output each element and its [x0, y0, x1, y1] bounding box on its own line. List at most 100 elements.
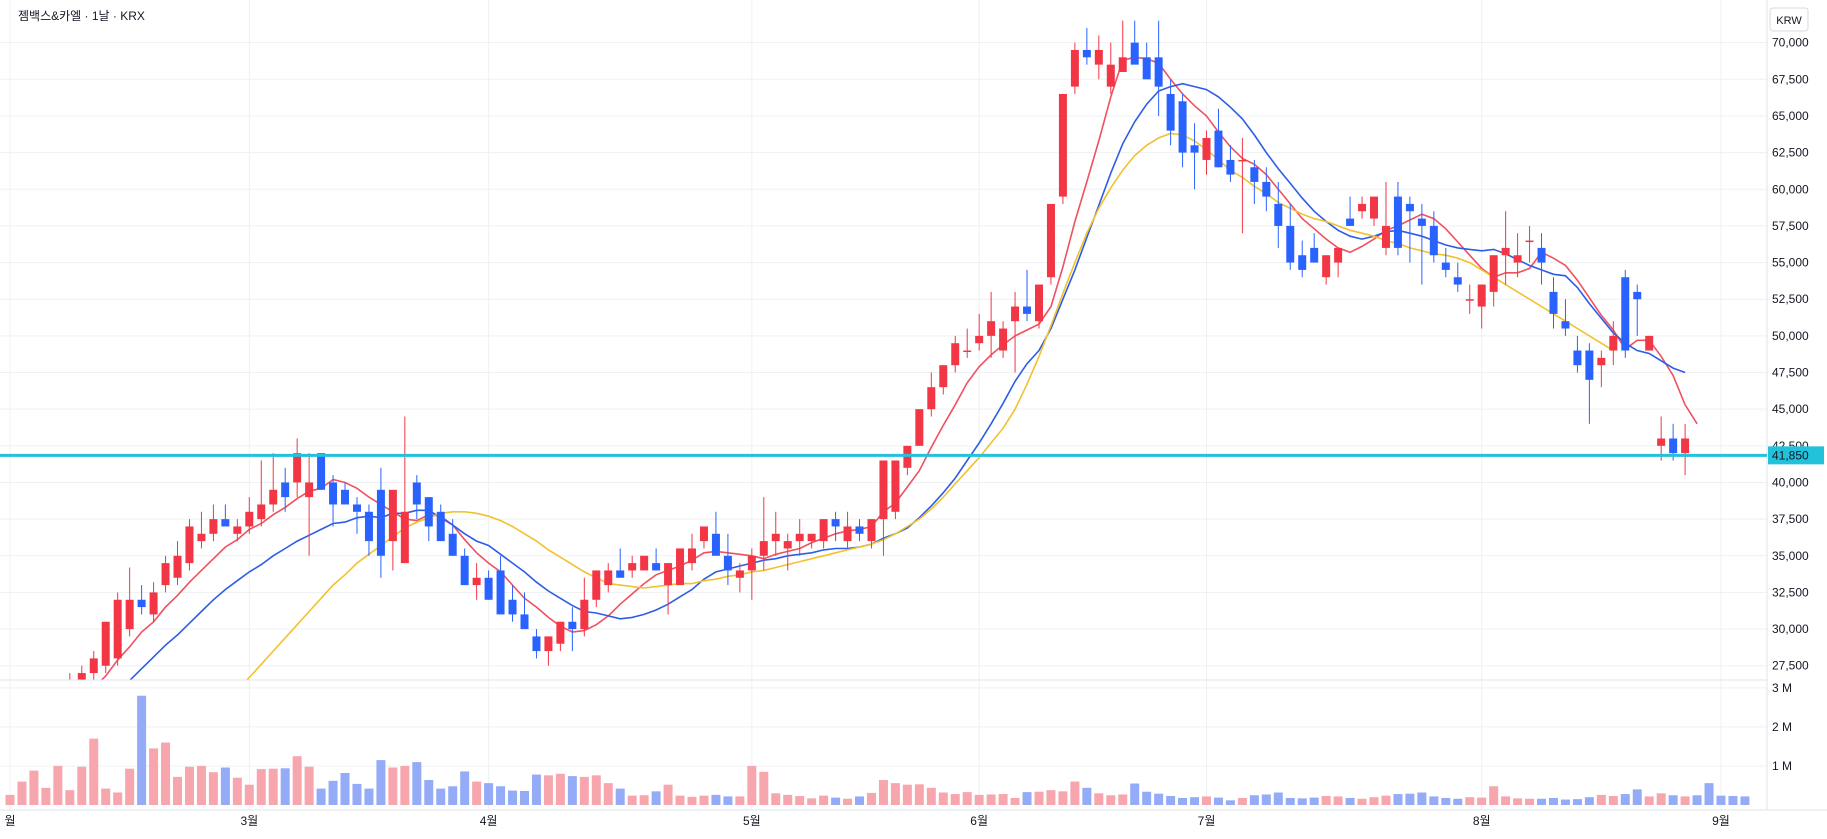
- volume-bar: [1010, 797, 1020, 805]
- volume-bar: [400, 765, 410, 805]
- volume-bar: [1154, 793, 1164, 805]
- candle-body: [1178, 101, 1187, 153]
- candle-body: [1106, 64, 1115, 87]
- price-tick-label: 62,500: [1772, 146, 1809, 160]
- price-tick-label: 67,500: [1772, 72, 1809, 86]
- candle-body: [269, 489, 278, 505]
- candle-body: [293, 453, 302, 483]
- volume-bar: [1477, 797, 1487, 805]
- volume-bar: [17, 781, 27, 805]
- candle-body: [388, 489, 397, 542]
- time-tick-label: 5월: [743, 814, 761, 828]
- candle-body: [1250, 167, 1259, 182]
- candle-body: [1070, 49, 1079, 87]
- volume-bar: [244, 784, 254, 805]
- time-tick-label: 7월: [1198, 814, 1216, 828]
- volume-bar: [328, 780, 338, 805]
- candle-body: [1633, 291, 1642, 300]
- candle-body: [747, 555, 756, 571]
- volume-bar: [1572, 799, 1582, 805]
- candle-body: [807, 533, 816, 542]
- volume-bar: [41, 787, 51, 805]
- volume-bars: [5, 695, 1750, 805]
- volume-bar: [364, 788, 374, 805]
- volume-bar: [1525, 798, 1535, 805]
- volume-bar: [926, 787, 936, 805]
- volume-bar: [1058, 791, 1068, 805]
- candle-body: [568, 621, 577, 630]
- volume-bar: [747, 765, 757, 805]
- candle-body: [795, 533, 804, 542]
- volume-bar: [173, 776, 183, 805]
- volume-bar: [1548, 797, 1558, 805]
- time-tick-label: 6월: [970, 814, 988, 828]
- candle-body: [939, 365, 948, 388]
- volume-bar: [65, 790, 75, 805]
- candle-body: [77, 673, 86, 680]
- volume-bar: [460, 771, 470, 805]
- volume-bar: [484, 783, 494, 805]
- candle-body: [1154, 57, 1163, 87]
- price-tick-label: 40,000: [1772, 475, 1809, 489]
- currency-button-frame[interactable]: [1769, 7, 1809, 32]
- volume-bar: [795, 796, 805, 805]
- candle-body: [1082, 49, 1091, 58]
- candle-body: [532, 636, 541, 652]
- candle-body: [699, 526, 708, 542]
- candle-body: [879, 460, 888, 520]
- volume-bar: [1130, 783, 1140, 805]
- candle-body: [999, 328, 1008, 351]
- volume-bar: [627, 795, 637, 805]
- candle-body: [281, 482, 290, 498]
- candle-body: [1322, 255, 1331, 278]
- candle-body: [843, 526, 852, 542]
- volume-bar: [843, 798, 853, 805]
- volume-bar: [902, 784, 912, 805]
- volume-bar: [1680, 796, 1690, 805]
- candle-body: [305, 482, 314, 498]
- currency-button[interactable]: KRW: [1769, 7, 1809, 32]
- volume-bar: [1297, 798, 1307, 805]
- candle-body: [1130, 42, 1139, 65]
- candle-body: [125, 599, 134, 630]
- candle-body: [1429, 225, 1438, 256]
- currency-button-label[interactable]: KRW: [1776, 15, 1802, 27]
- candle-body: [676, 548, 685, 586]
- volume-bar: [1178, 797, 1188, 805]
- candle-body: [1645, 335, 1654, 351]
- volume-bar: [603, 783, 613, 805]
- volume-bar: [1405, 793, 1415, 805]
- candle-body: [197, 533, 206, 542]
- volume-bar: [5, 794, 15, 805]
- price-tick-label: 32,500: [1772, 585, 1809, 599]
- candle-body: [1501, 247, 1510, 256]
- volume-bar: [807, 798, 817, 805]
- volume-bar: [1393, 794, 1403, 805]
- candle-body: [759, 541, 768, 556]
- candle-body: [1298, 255, 1307, 270]
- volume-bar: [1417, 792, 1427, 805]
- candle-body: [1094, 49, 1103, 65]
- volume-bar: [196, 765, 206, 805]
- candle-body: [1525, 240, 1534, 243]
- candle-body: [1465, 299, 1474, 301]
- volume-bar: [615, 788, 625, 805]
- volume-bar: [735, 796, 745, 805]
- candle-body: [448, 533, 457, 556]
- volume-bar: [161, 742, 171, 805]
- candle-body: [1023, 306, 1032, 314]
- candle-body: [1142, 57, 1151, 80]
- volume-bar: [1249, 795, 1259, 805]
- volume-bar: [1369, 797, 1379, 805]
- volume-bar: [1704, 783, 1714, 805]
- volume-bar: [1465, 797, 1475, 805]
- candle-body: [412, 482, 421, 505]
- volume-bar: [1620, 794, 1630, 805]
- price-tick-label: 37,500: [1772, 512, 1809, 526]
- candle-body: [1202, 137, 1211, 160]
- volume-bar: [1285, 797, 1295, 805]
- candle-body: [556, 621, 565, 644]
